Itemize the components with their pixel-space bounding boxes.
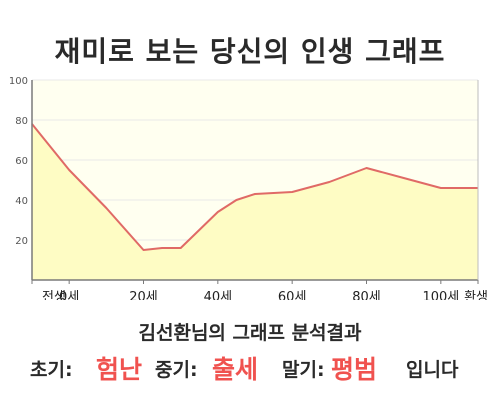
x-tick-label: 환생 — [464, 290, 488, 300]
y-tick-label: 80 — [15, 116, 28, 127]
life-line — [31, 123, 478, 251]
x-tick-label: 60세 — [278, 290, 307, 300]
analysis-heading: 김선환님의 그래프 분석결과 — [138, 322, 362, 344]
x-tick-label: 0세 — [59, 290, 79, 300]
x-tick-label: 80세 — [352, 290, 381, 300]
early-period-label: 초기: — [30, 359, 73, 381]
x-tick-label: 20세 — [129, 290, 158, 300]
analysis-result: 초기: 험난 중기: 출세 말기: 평범 입니다 — [0, 347, 500, 384]
late-period-value: 평범 — [331, 355, 378, 384]
x-tick-label: 100세 — [422, 290, 459, 300]
middle-period-value: 출세 — [212, 355, 259, 384]
result-ending: 입니다 — [406, 359, 459, 381]
y-tick-label: 60 — [15, 156, 28, 167]
x-tick-label: 전생 — [42, 290, 66, 300]
x-tick-label: 40세 — [204, 290, 233, 300]
y-tick-label: 20 — [15, 236, 28, 247]
y-tick-label: 40 — [15, 196, 28, 207]
early-period-value: 험난 — [96, 355, 143, 384]
page-title: 재미로 보는 당신의 인생 그래프 — [54, 35, 446, 68]
late-period-label: 말기: — [282, 359, 325, 381]
middle-period-label: 중기: — [155, 359, 198, 381]
y-tick-label: 100 — [9, 76, 28, 87]
area-fill — [32, 124, 478, 280]
